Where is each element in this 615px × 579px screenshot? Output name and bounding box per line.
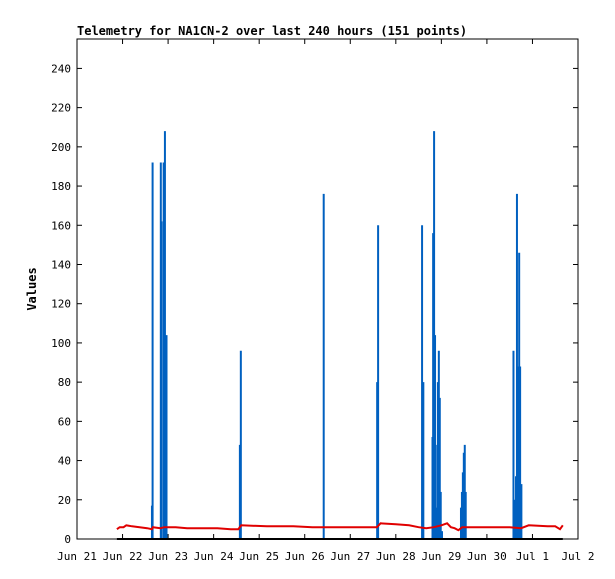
y-axis-label: Values [25,267,39,310]
x-tick-label: Jun 30 [467,550,507,563]
y-tick-label: 140 [51,258,71,271]
x-tick-label: Jun 24 [194,550,234,563]
x-tick-label: Jun 23 [148,550,188,563]
x-tick-label: Jul 1 [516,550,549,563]
y-tick-label: 160 [51,219,71,232]
x-tick-label: Jun 26 [285,550,325,563]
y-tick-label: 240 [51,62,71,75]
x-tick-label: Jul 2 [561,550,594,563]
y-axis: 0 20 40 60 80 100 120 140 160 180 200 220 240 [51,62,578,546]
x-tick-label: Jun 22 [103,550,143,563]
chart-title: Telemetry for NA1CN-2 over last 240 hour… [77,24,467,38]
series-1-line [116,522,564,532]
y-tick-label: 100 [51,337,71,350]
y-tick-label: 60 [58,415,71,428]
x-axis: Jun 21 Jun 22 Jun 23 Jun 24 Jun 25 Jun 26 Jun … [57,39,595,563]
y-tick-label: 180 [51,180,71,193]
x-tick-label: Jun 25 [239,550,279,563]
x-tick-label: Jun 27 [330,550,370,563]
x-tick-label: Jun 21 [57,550,97,563]
series-layer [116,131,564,540]
x-tick-label: Jun 28 [376,550,416,563]
y-tick-label: 80 [58,376,71,389]
x-tick-label: Jun 29 [421,550,461,563]
y-tick-label: 40 [58,455,71,468]
y-tick-label: 220 [51,102,71,115]
y-tick-label: 120 [51,298,71,311]
y-tick-label: 200 [51,141,71,154]
y-tick-label: 0 [64,533,71,546]
y-tick-label: 20 [58,494,71,507]
